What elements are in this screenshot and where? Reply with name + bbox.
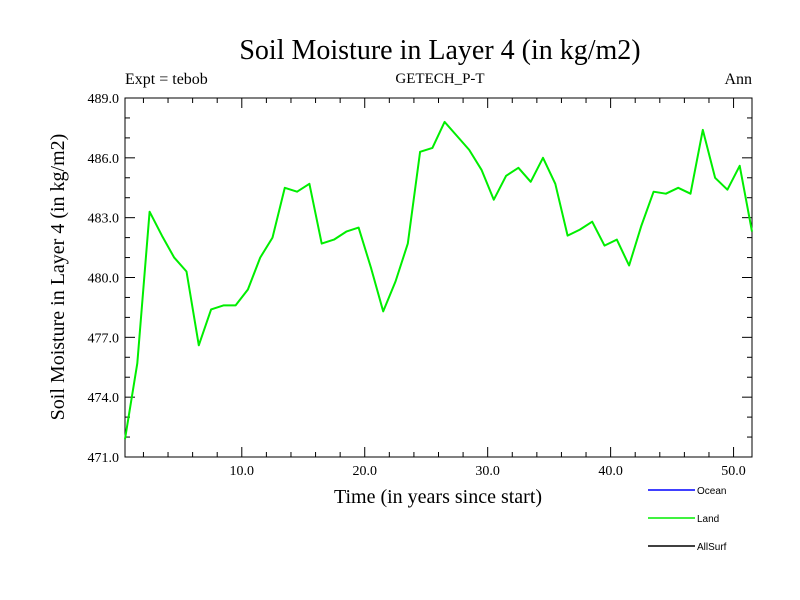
series-line-land <box>124 120 753 440</box>
x-axis-label: Time (in years since start) <box>334 486 542 508</box>
y-tick-label: 474.0 <box>88 391 120 406</box>
y-axis-label: Soil Moisture in Layer 4 (in kg/m2) <box>47 134 69 421</box>
legend: Ocean Land AllSurf <box>648 486 727 553</box>
x-tick-labels: 10.0 20.0 30.0 40.0 50.0 <box>230 464 746 479</box>
y-tick-label: 486.0 <box>88 152 120 167</box>
chart-subtitle: GETECH_P-T <box>395 71 484 87</box>
y-tick-label: 471.0 <box>88 451 120 466</box>
plot-frame <box>124 97 753 458</box>
x-tick-label: 40.0 <box>598 464 623 479</box>
x-tick-label: 50.0 <box>721 464 746 479</box>
y-tick-labels: 471.0 474.0 477.0 480.0 483.0 486.0 489.0 <box>88 92 120 466</box>
season-label: Ann <box>724 71 752 88</box>
y-tick-label: 483.0 <box>88 212 120 227</box>
x-tick-label: 20.0 <box>352 464 377 479</box>
series-lines <box>124 120 753 440</box>
y-tick-label: 480.0 <box>88 272 120 287</box>
x-tick-label: 10.0 <box>230 464 255 479</box>
y-tick-label: 477.0 <box>88 331 120 346</box>
y-tick-label: 489.0 <box>88 92 120 107</box>
legend-label-ocean: Ocean <box>697 486 726 497</box>
experiment-label: Expt = tebob <box>125 71 208 88</box>
x-tick-label: 30.0 <box>475 464 500 479</box>
axis-ticks <box>125 97 752 458</box>
legend-label-allsurf: AllSurf <box>697 542 727 553</box>
legend-label-land: Land <box>697 514 719 525</box>
chart-title: Soil Moisture in Layer 4 (in kg/m2) <box>239 35 640 66</box>
